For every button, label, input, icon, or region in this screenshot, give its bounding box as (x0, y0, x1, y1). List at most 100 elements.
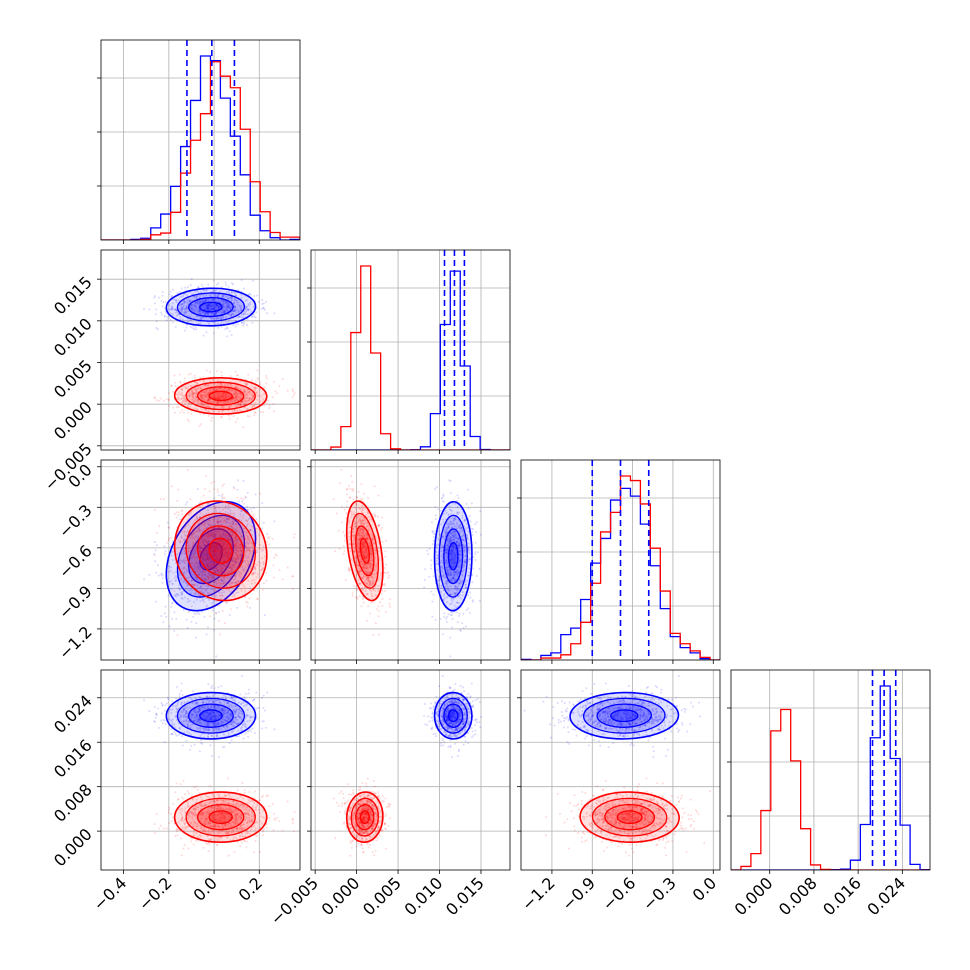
scatter-point (474, 541, 477, 544)
scatter-point (254, 571, 257, 574)
scatter-point (177, 396, 180, 399)
scatter-point (222, 483, 225, 486)
scatter-point (237, 310, 240, 313)
scatter-point (239, 559, 242, 562)
scatter-point (180, 576, 183, 579)
scatter-point (372, 633, 375, 636)
scatter-point (197, 594, 200, 597)
scatter-point (223, 310, 226, 313)
scatter-point (213, 389, 216, 392)
scatter-point (293, 533, 296, 536)
scatter-point (223, 519, 226, 522)
scatter-point (432, 536, 435, 539)
scatter-point (185, 310, 188, 313)
scatter-point (202, 316, 205, 319)
scatter-point (214, 294, 217, 297)
scatter-point (216, 559, 219, 562)
scatter-point (200, 291, 203, 294)
scatter-point (212, 332, 215, 335)
scatter-point (217, 569, 220, 572)
scatter-point (222, 304, 225, 307)
scatter-point (469, 611, 472, 614)
scatter-point (261, 501, 264, 504)
scatter-point (215, 655, 218, 658)
scatter-point (175, 571, 178, 574)
scatter-point (428, 575, 431, 578)
scatter-point (196, 301, 199, 304)
scatter-point (245, 390, 248, 393)
scatter-point (182, 580, 185, 583)
scatter-point (474, 558, 477, 561)
scatter-point (199, 300, 202, 303)
scatter-point (215, 542, 218, 545)
scatter-point (225, 303, 228, 306)
scatter-point (199, 555, 202, 558)
scatter-point (215, 567, 218, 570)
scatter-point (186, 469, 189, 472)
scatter-point (190, 384, 193, 387)
scatter-point (195, 295, 198, 298)
panel-grid (101, 250, 300, 450)
scatter-point (226, 306, 229, 309)
scatter-point (212, 388, 215, 391)
scatter-point (232, 522, 235, 525)
scatter-point (191, 398, 194, 401)
scatter-point (213, 308, 216, 311)
scatter-point (200, 542, 203, 545)
scatter-point (191, 578, 194, 581)
scatter-point (251, 579, 254, 582)
scatter-point (212, 289, 215, 292)
scatter-point (232, 539, 235, 542)
scatter-point (183, 301, 186, 304)
scatter-point (465, 502, 468, 505)
scatter-point (440, 497, 443, 500)
scatter-point (189, 394, 192, 397)
scatter-point (220, 550, 223, 553)
scatter-point (232, 393, 235, 396)
scatter-point (179, 381, 182, 384)
scatter-point (196, 570, 199, 573)
scatter-point (207, 523, 210, 526)
scatter-point (189, 300, 192, 303)
scatter-point (196, 381, 199, 384)
scatter-point (244, 545, 247, 548)
scatter-point (213, 550, 216, 553)
scatter-point (199, 585, 202, 588)
scatter-point (361, 497, 364, 500)
scatter-point (199, 585, 202, 588)
scatter-point (175, 299, 178, 302)
scatter-point (456, 621, 459, 624)
scatter-point (220, 533, 223, 536)
scatter-point (227, 383, 230, 386)
scatter-point (164, 549, 167, 552)
scatter-point (247, 560, 250, 563)
scatter-point (194, 392, 197, 395)
scatter-point (197, 527, 200, 530)
scatter-point (451, 626, 454, 629)
scatter-point (213, 307, 216, 310)
scatter-point (248, 529, 251, 532)
scatter-point (165, 398, 168, 401)
scatter-point (173, 411, 176, 414)
scatter-point (272, 403, 275, 406)
scatter-point (241, 526, 244, 529)
scatter-point (230, 567, 233, 570)
scatter-point (214, 550, 217, 553)
scatter-point (153, 541, 156, 544)
scatter-point (245, 600, 248, 603)
scatter-point (215, 544, 218, 547)
scatter-point (153, 509, 156, 512)
scatter-point (171, 583, 174, 586)
scatter-point (185, 306, 188, 309)
scatter-point (230, 390, 233, 393)
scatter-point (143, 307, 146, 310)
scatter-point (239, 515, 242, 518)
scatter-point (448, 574, 451, 577)
scatter-point (220, 298, 223, 301)
scatter-point (216, 394, 219, 397)
scatter-point (208, 573, 211, 576)
scatter-point (271, 537, 274, 540)
scatter-point (208, 598, 211, 601)
scatter-point (171, 306, 174, 309)
scatter-point (239, 380, 242, 383)
